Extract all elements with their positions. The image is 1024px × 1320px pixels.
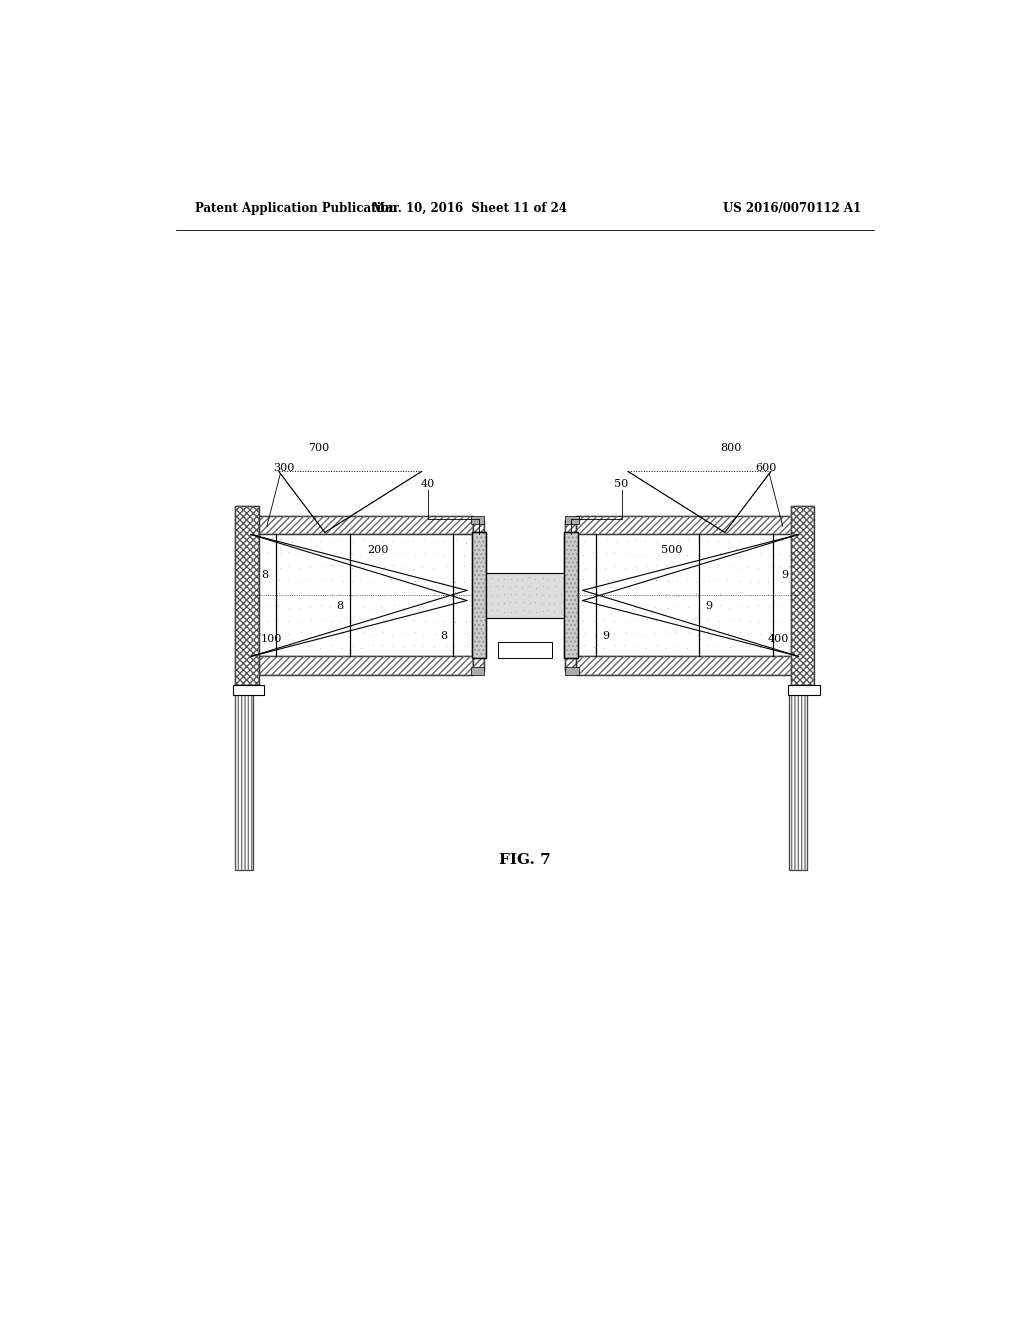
Bar	[236, 506, 259, 685]
Bar	[577, 516, 799, 535]
Bar	[473, 520, 484, 671]
Bar	[577, 535, 799, 656]
Text: 8: 8	[440, 631, 447, 642]
Text: 8: 8	[261, 570, 268, 579]
Text: 50: 50	[614, 479, 629, 488]
Text: 800: 800	[721, 444, 741, 453]
Text: Mar. 10, 2016  Sheet 11 of 24: Mar. 10, 2016 Sheet 11 of 24	[372, 202, 566, 215]
Bar	[236, 685, 253, 870]
Bar	[236, 685, 253, 870]
Text: 300: 300	[273, 463, 295, 474]
Text: 40: 40	[421, 479, 435, 488]
Bar	[471, 667, 484, 675]
Bar	[791, 506, 814, 685]
Bar	[565, 520, 577, 671]
Bar	[471, 516, 484, 524]
Bar	[791, 506, 814, 685]
Text: US 2016/0070112 A1: US 2016/0070112 A1	[723, 202, 861, 215]
Bar	[565, 520, 577, 671]
Bar	[577, 516, 799, 535]
Bar	[563, 532, 578, 659]
Bar	[472, 532, 486, 659]
Text: 200: 200	[368, 545, 389, 554]
Text: 700: 700	[308, 444, 329, 453]
Bar	[472, 532, 486, 659]
Bar	[565, 516, 579, 524]
Bar	[486, 573, 563, 618]
Text: 100: 100	[260, 634, 282, 644]
Bar	[251, 656, 473, 675]
Bar	[251, 535, 473, 656]
Bar	[251, 656, 473, 675]
Bar	[790, 685, 807, 870]
Text: 9: 9	[602, 631, 609, 642]
Bar	[788, 685, 820, 696]
Text: FIG. 7: FIG. 7	[499, 853, 551, 867]
Bar	[251, 516, 473, 535]
Bar	[577, 656, 799, 675]
Text: 500: 500	[660, 545, 682, 554]
Bar	[498, 643, 552, 659]
Bar	[473, 520, 484, 671]
Text: 9: 9	[781, 570, 788, 579]
Bar	[790, 685, 807, 870]
Bar	[236, 506, 259, 685]
Text: 600: 600	[755, 463, 776, 474]
Text: Patent Application Publication: Patent Application Publication	[196, 202, 398, 215]
Bar	[251, 516, 473, 535]
Bar	[472, 532, 486, 659]
Bar	[563, 532, 578, 659]
Bar	[577, 656, 799, 675]
Text: 8: 8	[337, 601, 344, 611]
Bar	[563, 532, 578, 659]
Bar	[565, 667, 579, 675]
Bar	[232, 685, 264, 696]
Text: 9: 9	[706, 601, 713, 611]
Text: 400: 400	[768, 634, 790, 644]
